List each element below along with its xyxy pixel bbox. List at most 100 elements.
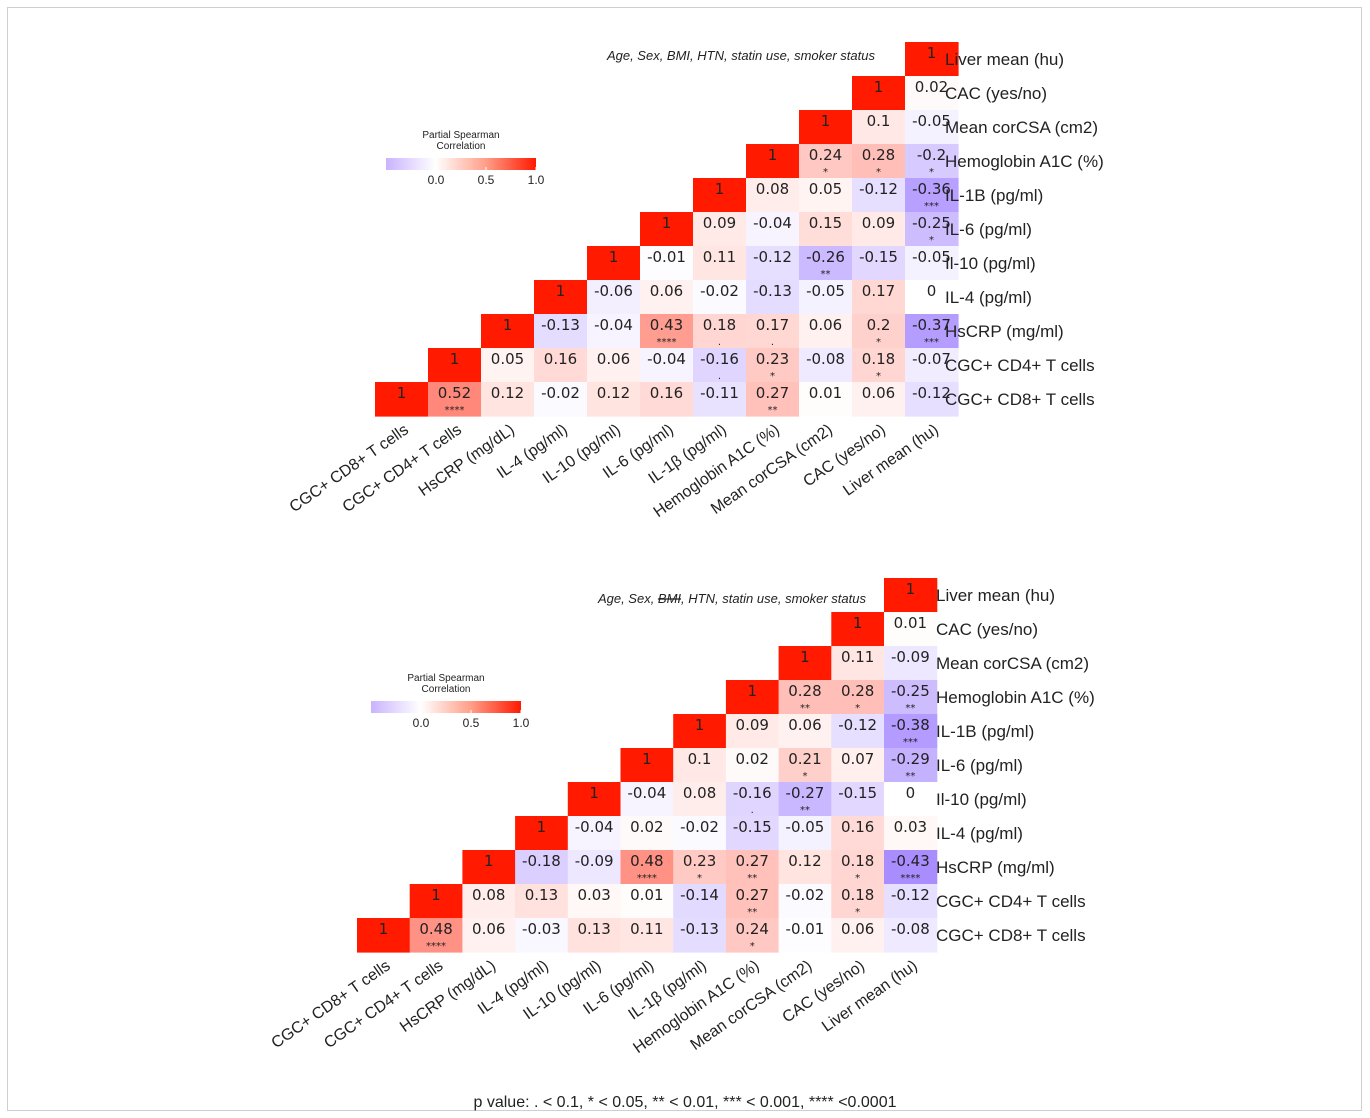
cell-value-label: 1: [537, 818, 547, 836]
cell-value-label: 0.43: [650, 316, 683, 334]
cell-value-label: 0.09: [736, 716, 769, 734]
cell-value-label: -0.05: [806, 282, 845, 300]
cell-value-label: -0.04: [594, 316, 633, 334]
legend-title: Correlation: [422, 684, 471, 695]
heatmap-cell: [409, 884, 463, 919]
heatmap-cell: [725, 816, 780, 851]
significance-marker: ***: [903, 737, 918, 748]
row-label: IL-4 (pg/ml): [945, 288, 1032, 307]
heatmap-cell: [534, 314, 588, 349]
heatmap-cell: [905, 280, 959, 315]
significance-marker: **: [821, 269, 831, 280]
cell-value-label: 0.28: [862, 146, 895, 164]
heatmap-cell: [620, 748, 674, 783]
heatmap-cell: [693, 280, 747, 315]
cell-value-label: 1: [800, 648, 810, 666]
heatmap-cell: [799, 110, 853, 145]
heatmap-cell: [884, 748, 938, 783]
heatmap-cell: [640, 314, 694, 349]
heatmap-cell: [587, 280, 641, 315]
heatmap-cell: [587, 348, 641, 383]
heatmap-cell: [831, 646, 885, 681]
legend-tick-label: 0.0: [428, 173, 445, 187]
heatmap-cell: [831, 680, 885, 715]
cell-value-label: -0.12: [912, 384, 951, 402]
cell-value-label: 0.03: [894, 818, 927, 836]
heatmap-cell: [905, 382, 959, 417]
cell-value-label: -0.09: [891, 648, 930, 666]
cell-value-label: -0.38: [891, 716, 930, 734]
cell-value-label: 0.27: [736, 886, 769, 904]
heatmap-cell: [620, 782, 674, 817]
heatmap-cell: [884, 884, 938, 919]
heatmap-cell: [640, 348, 694, 383]
cell-value-label: -0.18: [522, 852, 561, 870]
heatmap-cell: [725, 850, 780, 885]
heatmap-cell: [905, 348, 959, 383]
row-label: CGC+ CD8+ T cells: [936, 926, 1086, 945]
heatmap-cell: [673, 884, 727, 919]
heatmap-cell: [852, 110, 906, 145]
cell-value-label: -0.15: [859, 248, 898, 266]
cell-value-label: 0.48: [630, 852, 663, 870]
cell-value-label: -0.12: [859, 180, 898, 198]
cell-value-label: 1: [747, 682, 757, 700]
significance-marker: ***: [924, 337, 939, 348]
cell-value-label: -0.04: [575, 818, 614, 836]
heatmap-cell: [567, 850, 622, 885]
row-label: CAC (yes/no): [936, 620, 1038, 639]
heatmap-cell: [567, 816, 622, 851]
cell-value-label: -0.25: [891, 682, 930, 700]
heatmap-cell: [799, 178, 853, 213]
heatmap-cell: [905, 144, 959, 179]
cell-value-label: 0.28: [841, 682, 874, 700]
heatmap-cell: [778, 714, 832, 749]
heatmap-cell: [693, 382, 747, 417]
heatmap-cell: [778, 850, 832, 885]
row-label: Hemoglobin A1C (%): [945, 152, 1104, 171]
row-label: IL-1B (pg/ml): [936, 722, 1034, 741]
cell-value-label: 0.05: [491, 350, 524, 368]
row-label: Liver mean (hu): [936, 586, 1055, 605]
significance-marker: *: [750, 941, 755, 952]
cell-value-label: -0.15: [733, 818, 772, 836]
cell-value-label: -0.06: [594, 282, 633, 300]
legend-title: Partial Spearman: [407, 673, 484, 684]
cell-value-label: 0.18: [862, 350, 895, 368]
cell-value-label: -0.11: [700, 384, 739, 402]
heatmap-cell: [831, 748, 885, 783]
heatmap-cell: [515, 850, 569, 885]
significance-marker: .: [751, 805, 754, 816]
significance-marker: **: [905, 771, 915, 782]
covariates-note: Age, Sex, BMI, HTN, statin use, smoker s…: [597, 591, 867, 606]
heatmap-cell: [831, 612, 885, 647]
heatmap-cell: [673, 918, 727, 953]
heatmap-cell: [778, 884, 832, 919]
significance-marker: *: [876, 167, 881, 178]
row-label: CGC+ CD8+ T cells: [945, 390, 1095, 409]
cell-value-label: -0.37: [912, 316, 951, 334]
heatmap-cell: [481, 314, 535, 349]
cell-value-label: 1: [695, 716, 705, 734]
significance-marker: *: [876, 371, 881, 382]
significance-marker: *: [855, 703, 860, 714]
figure-frame: [7, 7, 1362, 1111]
cell-value-label: 0.06: [472, 920, 505, 938]
heatmap-cell: [799, 246, 853, 281]
cell-value-label: 0.06: [862, 384, 895, 402]
heatmap-cell: [587, 314, 641, 349]
heatmap-cell: [884, 816, 938, 851]
row-label: Il-10 (pg/ml): [936, 790, 1027, 809]
significance-marker: *: [855, 873, 860, 884]
cell-value-label: 1: [609, 248, 619, 266]
heatmap-cell: [799, 212, 853, 247]
cell-value-label: 1: [927, 44, 937, 62]
legend-tick-label: 0.0: [413, 716, 430, 730]
significance-marker: **: [747, 907, 757, 918]
cell-value-label: 1: [821, 112, 831, 130]
cell-value-label: 1: [906, 580, 916, 598]
row-label: Mean corCSA (cm2): [936, 654, 1089, 673]
heatmap-cell: [884, 782, 938, 817]
cell-value-label: 1: [874, 78, 884, 96]
heatmap-cell: [746, 212, 800, 247]
